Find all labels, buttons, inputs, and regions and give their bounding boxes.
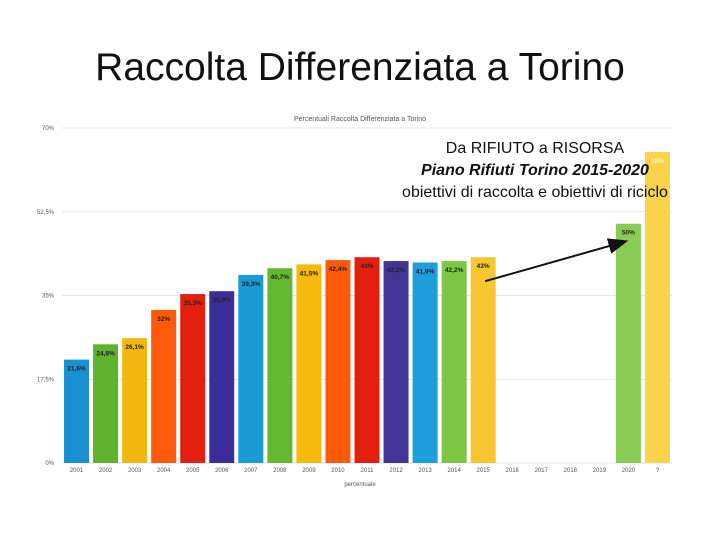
trend-arrow: [484, 238, 629, 283]
callout-line-1: Da RIFIUTO a RISORSA: [445, 140, 625, 157]
bars: [64, 151, 670, 463]
data-label: 65%: [651, 158, 664, 165]
x-tick-labels: 2001 2002 2003 2004 2005 2006 2007 2008 2009 2010…: [70, 468, 660, 474]
bar-2014: [441, 261, 467, 463]
x-axis-label: percentuale: [344, 482, 376, 488]
data-label: 43%: [477, 263, 490, 270]
x-tick-label: 2016: [506, 468, 520, 474]
callout-line-3: obiettivi di raccolta e obiettivi di ric…: [402, 184, 668, 201]
callout-line-2: Piano Rifiuti Torino 2015-2020: [421, 162, 649, 179]
slide-title: Raccolta Differenziata a Torino: [95, 46, 625, 89]
callout: Da RIFIUTO a RISORSA Piano Rifiuti Torin…: [360, 138, 710, 204]
x-tick-label: 2003: [128, 468, 142, 474]
bar-?: [644, 151, 670, 463]
y-tick-label: 0%: [45, 461, 54, 467]
bar-2015: [470, 257, 496, 463]
x-tick-label: 2006: [215, 468, 229, 474]
x-tick-label: 2018: [564, 468, 578, 474]
y-tick-labels: 0% 17,5% 35% 52,5% 70%: [37, 126, 55, 467]
y-tick-label: 70%: [42, 126, 55, 132]
x-tick-label: 2004: [157, 468, 171, 474]
bar-2011: [354, 257, 380, 463]
x-tick-label: 2010: [331, 468, 345, 474]
bar-2012: [383, 261, 409, 463]
data-labels: 21,6% 24,8% 26,1% 32% 35,3% 35,9% 39,3% 40,7% 41…: [67, 158, 664, 373]
x-tick-label: 2008: [273, 468, 287, 474]
x-tick-label: 2011: [361, 468, 375, 474]
data-label: 39,3%: [242, 281, 261, 288]
x-tick-label: 2014: [447, 468, 461, 474]
bar-2013: [412, 262, 438, 463]
x-tick-label: 2013: [418, 468, 432, 474]
x-tick-label: 2019: [593, 468, 607, 474]
bar-2001: [64, 359, 90, 463]
x-tick-label: 2009: [302, 468, 316, 474]
bar-2020: [615, 223, 641, 463]
x-tick-label: 2017: [535, 468, 549, 474]
data-label: 26,1%: [125, 344, 144, 351]
data-label: 42,4%: [329, 266, 348, 273]
bar-2005: [180, 294, 206, 463]
bar-2002: [93, 344, 119, 463]
x-tick-label: 2001: [70, 468, 84, 474]
chart-title: Percentuali Raccolta Differenziata a Tor…: [294, 116, 426, 123]
data-label: 42,2%: [445, 267, 464, 274]
x-tick-label: 2020: [622, 468, 636, 474]
data-label: 41,9%: [416, 268, 435, 275]
x-tick-label: 2015: [477, 468, 491, 474]
y-tick-label: 35%: [42, 294, 55, 300]
data-label: 35,9%: [213, 297, 232, 304]
y-tick-label: 52,5%: [37, 210, 55, 216]
x-tick-label: 2012: [389, 468, 403, 474]
data-label: 21,6%: [67, 366, 86, 373]
bar-2007: [238, 274, 264, 463]
bar-2008: [267, 268, 293, 463]
data-label: 50%: [622, 230, 635, 237]
x-tick-label: ?: [656, 468, 660, 474]
data-label: 41,5%: [300, 270, 319, 277]
data-label: 32%: [157, 316, 170, 323]
x-tick-label: 2002: [99, 468, 113, 474]
data-label: 24,8%: [96, 350, 115, 357]
data-label: 35,3%: [183, 300, 202, 307]
x-tick-label: 2007: [244, 468, 258, 474]
y-tick-label: 17,5%: [37, 377, 55, 383]
x-tick-label: 2005: [186, 468, 200, 474]
data-label: 42,2%: [387, 267, 406, 274]
bar-2009: [296, 264, 322, 463]
bar-2003: [122, 338, 148, 463]
data-label: 43%: [360, 263, 373, 270]
bar-2010: [325, 260, 351, 463]
bar-2004: [151, 309, 177, 463]
data-label: 40,7%: [271, 274, 290, 281]
bar-2006: [209, 291, 235, 463]
